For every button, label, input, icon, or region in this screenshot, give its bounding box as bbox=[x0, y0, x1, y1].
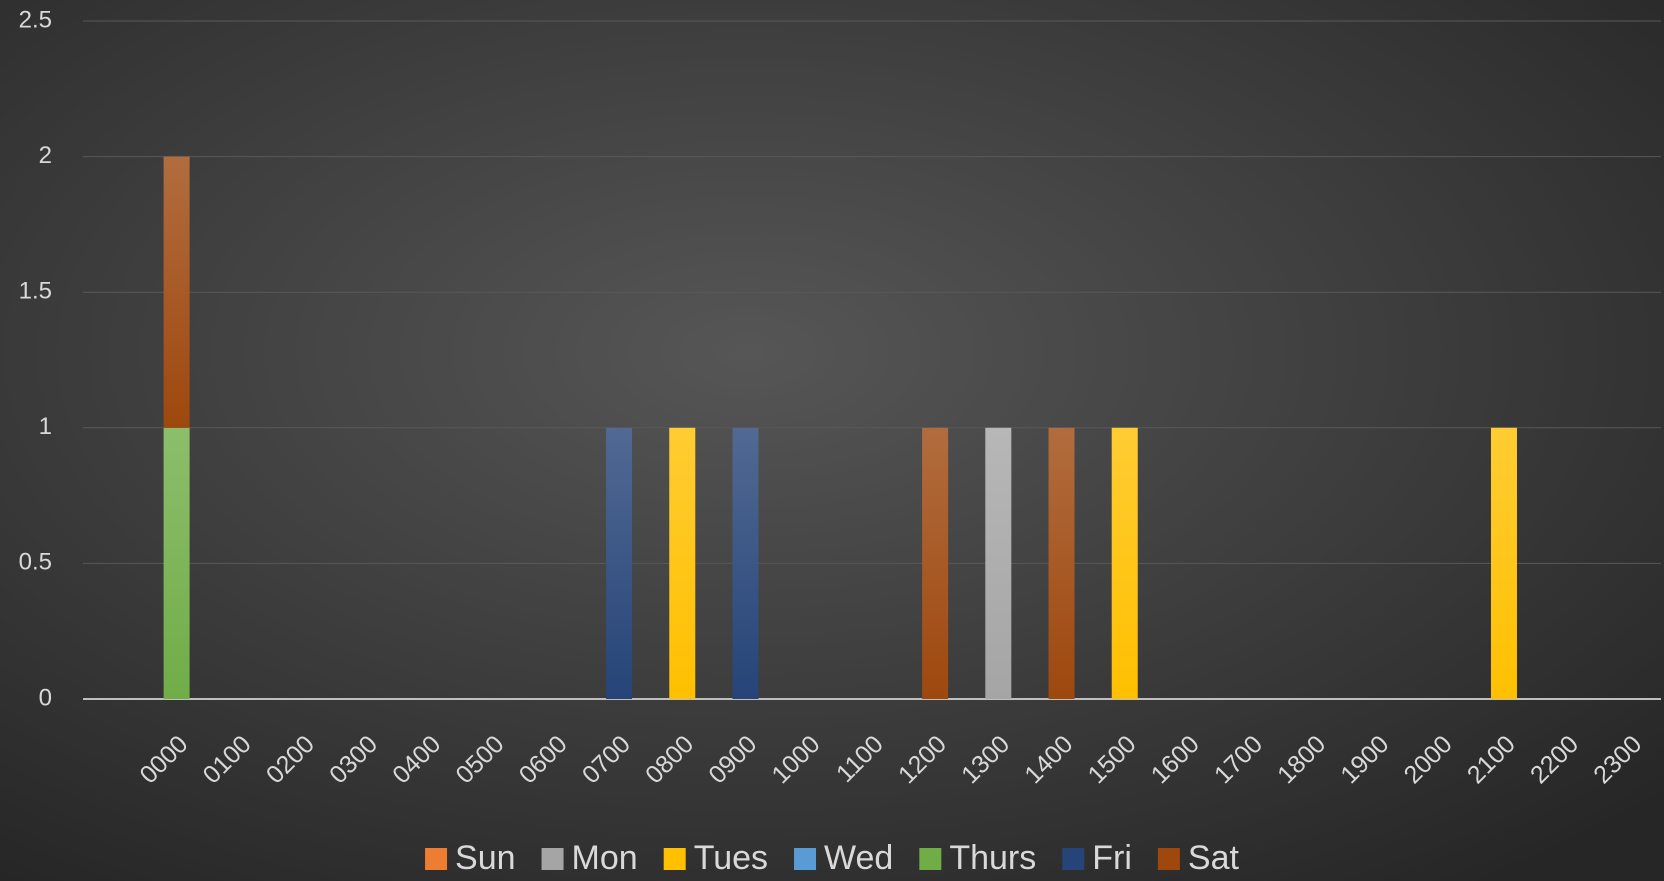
bar-sheen bbox=[1490, 427, 1517, 699]
legend-swatch bbox=[919, 848, 942, 870]
bar-sheen bbox=[1048, 427, 1075, 699]
legend-label: Fri bbox=[1092, 839, 1132, 877]
y-tick-label: 2.5 bbox=[19, 6, 52, 33]
legend-label: Mon bbox=[572, 839, 638, 877]
legend-swatch bbox=[794, 848, 817, 870]
legend-label: Thurs bbox=[949, 839, 1036, 877]
legend-swatch bbox=[1157, 848, 1180, 870]
legend-swatch bbox=[1062, 848, 1085, 870]
bar-sheen bbox=[163, 156, 190, 428]
legend-label: Sun bbox=[455, 839, 516, 877]
bar-sheen bbox=[606, 427, 633, 699]
legend-swatch bbox=[663, 848, 686, 870]
y-tick-label: 0 bbox=[39, 684, 52, 711]
bar-sheen bbox=[922, 427, 949, 699]
y-tick-label: 0.5 bbox=[19, 549, 52, 576]
bar-sheen bbox=[985, 427, 1012, 699]
bar-sheen bbox=[669, 427, 696, 699]
legend-label: Tues bbox=[694, 839, 768, 877]
bar-sheen bbox=[1111, 427, 1138, 699]
y-tick-label: 2 bbox=[39, 142, 52, 169]
bar-sheen bbox=[163, 427, 190, 699]
y-tick-label: 1 bbox=[39, 413, 52, 440]
legend-label: Wed bbox=[824, 839, 893, 877]
y-tick-label: 1.5 bbox=[19, 278, 52, 305]
legend-label: Sat bbox=[1188, 839, 1240, 877]
legend-swatch bbox=[541, 848, 564, 870]
legend-swatch bbox=[425, 848, 448, 870]
bar-sheen bbox=[732, 427, 759, 699]
